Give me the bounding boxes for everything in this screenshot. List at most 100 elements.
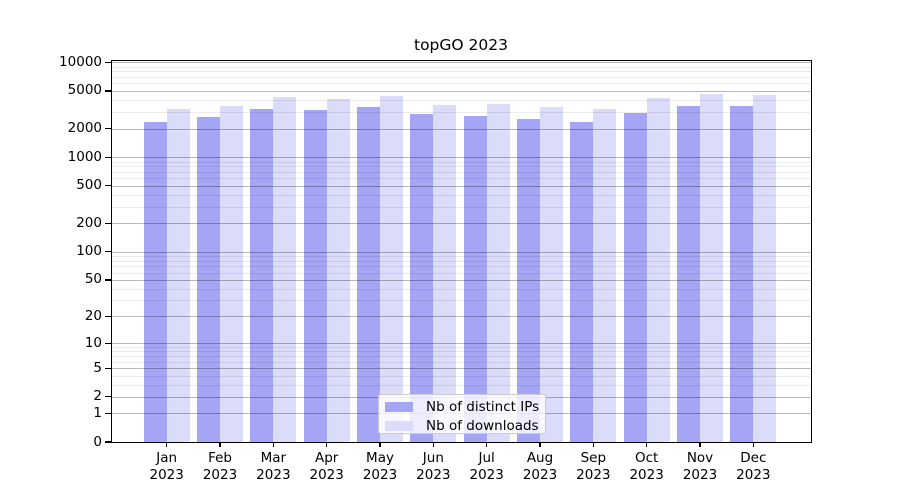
x-tick-label-dec: Dec 2023	[725, 450, 781, 483]
gridline-major-10	[111, 343, 811, 345]
y-tick-mark-1000	[104, 156, 111, 158]
x-tick-year: 2023	[682, 466, 718, 483]
legend: Nb of distinct IPs Nb of downloads	[378, 393, 546, 434]
gridline-minor-8000	[111, 71, 811, 73]
bar-downloads-feb	[220, 105, 244, 442]
y-tick-mark-2	[104, 396, 111, 398]
x-tick-year: 2023	[469, 466, 504, 483]
gridline-major-2000	[111, 128, 811, 130]
gridline-minor-6	[111, 361, 811, 363]
gridline-minor-80	[111, 260, 811, 262]
y-tick-mark-2000	[104, 128, 111, 130]
y-tick-label-10000: 10000	[59, 53, 102, 70]
y-tick-label-100: 100	[76, 243, 102, 260]
y-tick-mark-50	[104, 279, 111, 281]
x-tick-label-jul: Jul 2023	[459, 450, 515, 483]
x-tick-month: Dec	[740, 450, 767, 466]
x-tick-month: Jul	[478, 450, 495, 466]
y-tick-label-1000: 1000	[67, 148, 102, 165]
x-tick-mark-apr	[326, 442, 328, 447]
y-tick-label-2000: 2000	[67, 120, 102, 137]
gridline-minor-40	[111, 288, 811, 290]
x-tick-year: 2023	[202, 466, 238, 483]
bar-distinct-ips-feb	[197, 117, 221, 442]
gridline-major-5	[111, 368, 811, 370]
bar-downloads-sep	[593, 109, 617, 442]
x-tick-month: Aug	[526, 450, 554, 466]
x-tick-year: 2023	[522, 466, 558, 483]
gridline-major-50	[111, 279, 811, 281]
gridline-minor-3	[111, 384, 811, 386]
x-tick-month: Feb	[208, 450, 232, 466]
x-tick-year: 2023	[256, 466, 291, 483]
gridline-minor-700	[111, 171, 811, 173]
x-tick-year: 2023	[576, 466, 611, 483]
gridline-minor-600	[111, 178, 811, 180]
y-tick-mark-20	[104, 315, 111, 318]
x-tick-month: Apr	[315, 450, 339, 466]
y-tick-label-200: 200	[76, 214, 102, 231]
bar-distinct-ips-apr	[303, 109, 327, 442]
bar-distinct-ips-oct	[623, 112, 647, 442]
gridline-minor-7000	[111, 77, 811, 78]
x-tick-month: Jan	[156, 450, 178, 466]
bar-distinct-ips-mar	[250, 108, 274, 442]
gridline-minor-8	[111, 351, 811, 353]
legend-label-distinct-ips: Nb of distinct IPs	[426, 399, 540, 415]
bar-distinct-ips-nov	[677, 105, 700, 442]
y-tick-label-500: 500	[76, 177, 102, 194]
x-tick-year: 2023	[736, 466, 771, 483]
x-tick-mark-oct	[646, 442, 648, 447]
x-tick-year: 2023	[416, 466, 451, 483]
x-tick-month: Mar	[260, 450, 287, 466]
y-tick-mark-100	[104, 251, 111, 253]
gridline-minor-4000	[111, 100, 811, 102]
x-tick-label-mar: Mar 2023	[245, 450, 301, 483]
bar-distinct-ips-jun	[410, 114, 434, 442]
gridline-major-200	[111, 223, 811, 225]
bar-distinct-ips-jan	[143, 121, 167, 442]
x-tick-mark-jan	[166, 442, 168, 447]
x-tick-year: 2023	[309, 466, 344, 483]
x-tick-label-aug: Aug 2023	[512, 450, 568, 483]
x-tick-mark-nov	[699, 442, 701, 447]
x-tick-label-jun: Jun 2023	[405, 450, 461, 483]
legend-item-distinct-ips: Nb of distinct IPs	[385, 399, 545, 415]
gridline-minor-400	[111, 194, 811, 196]
legend-item-downloads: Nb of downloads	[385, 418, 545, 434]
bar-distinct-ips-aug	[517, 118, 540, 442]
x-tick-label-jan: Jan 2023	[139, 450, 195, 483]
y-tick-label-5000: 5000	[67, 82, 102, 99]
x-tick-mark-jun	[432, 442, 434, 447]
chart-title: topGO 2023	[414, 36, 508, 54]
x-tick-month: Sep	[580, 450, 607, 466]
gridline-major-1000	[111, 157, 811, 159]
gridline-minor-9	[111, 347, 811, 349]
x-tick-label-may: May 2023	[352, 450, 408, 483]
gridline-minor-9000	[111, 66, 811, 68]
x-tick-month: May	[366, 450, 394, 466]
x-tick-mark-aug	[539, 442, 541, 447]
bar-distinct-ips-dec	[730, 105, 754, 442]
x-tick-mark-may	[379, 442, 381, 447]
x-tick-year: 2023	[149, 466, 184, 483]
bar-downloads-mar	[273, 97, 297, 442]
x-tick-mark-jul	[486, 442, 488, 447]
y-tick-label-2: 2	[93, 388, 102, 405]
legend-label-downloads: Nb of downloads	[426, 418, 539, 434]
y-tick-label-20: 20	[84, 307, 102, 324]
x-tick-mark-mar	[272, 442, 274, 447]
gridline-minor-900	[111, 161, 811, 163]
y-tick-mark-10000	[104, 61, 111, 63]
gridline-minor-4	[111, 375, 811, 377]
x-tick-year: 2023	[362, 466, 398, 483]
gridline-minor-7	[111, 356, 811, 358]
bar-downloads-apr	[326, 98, 350, 442]
x-tick-month: Oct	[634, 450, 659, 466]
bar-distinct-ips-jul	[463, 116, 487, 442]
legend-swatch-distinct-ips	[385, 402, 413, 412]
y-tick-mark-500	[104, 185, 111, 187]
x-tick-label-feb: Feb 2023	[192, 450, 248, 483]
bar-downloads-oct	[646, 97, 670, 442]
